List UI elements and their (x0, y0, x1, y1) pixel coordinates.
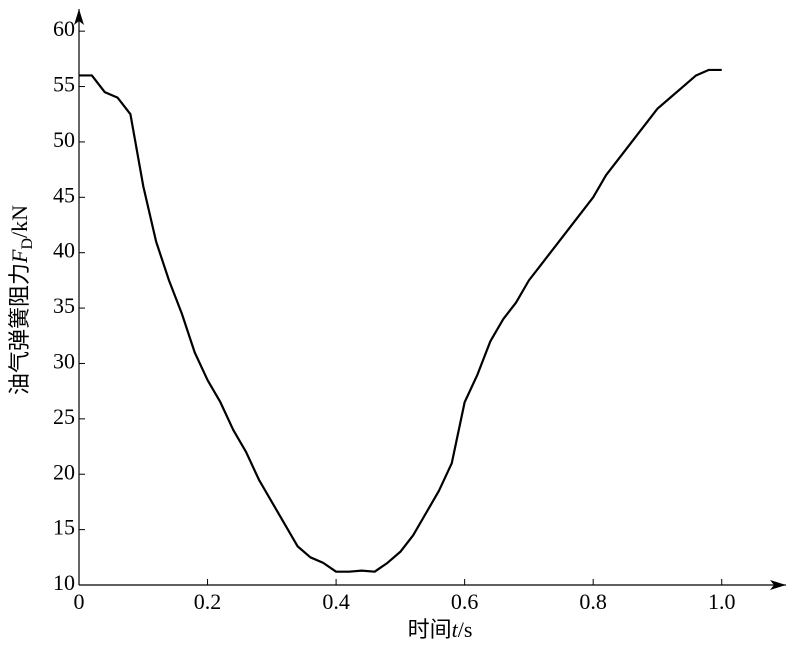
y-tick-label: 20 (53, 459, 75, 484)
y-tick-label: 10 (53, 570, 75, 595)
y-tick-label: 15 (53, 515, 75, 540)
y-tick-label: 55 (53, 72, 75, 97)
y-label-symbol: F (7, 249, 32, 264)
x-tick-label: 0.8 (579, 589, 607, 614)
x-label-symbol: t (452, 617, 459, 642)
y-tick-label: 50 (53, 127, 75, 152)
x-tick-label: 0.4 (322, 589, 350, 614)
y-label-text: 油气弹簧阻力 (7, 263, 32, 395)
x-tick-label: 1.0 (708, 589, 736, 614)
y-tick-label: 45 (53, 182, 75, 207)
y-axis-arrow (74, 9, 84, 25)
x-tick-label: 0 (74, 589, 85, 614)
y-label-unit: /kN (7, 205, 32, 238)
x-label-text: 时间 (408, 617, 452, 642)
data-line (79, 68, 722, 573)
x-label-unit: /s (458, 617, 473, 642)
x-axis-arrow (770, 580, 786, 590)
x-tick-label: 0.2 (194, 589, 222, 614)
y-tick-label: 25 (53, 404, 75, 429)
y-tick-label: 30 (53, 349, 75, 374)
y-tick-label: 35 (53, 293, 75, 318)
y-label-subscript: D (19, 238, 36, 250)
y-tick-label: 40 (53, 238, 75, 263)
x-tick-label: 0.6 (451, 589, 479, 614)
x-axis-label: 时间t/s (408, 617, 473, 642)
y-axis-label: 油气弹簧阻力FD/kN (7, 205, 36, 395)
y-tick-label: 60 (53, 16, 75, 41)
